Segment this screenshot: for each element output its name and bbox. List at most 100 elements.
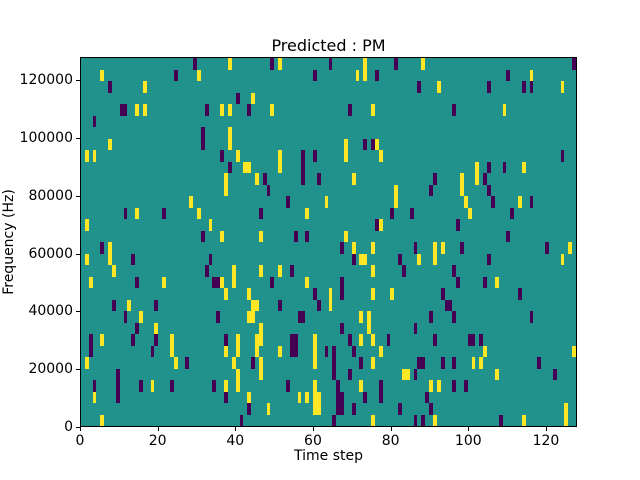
heatmap-cell-max: [258, 368, 263, 380]
heatmap-cell-max: [517, 196, 522, 208]
heatmap-cell-min: [487, 81, 491, 93]
heatmap-cell-max: [84, 219, 89, 231]
heatmap-cell-min: [448, 299, 453, 311]
heatmap-cell-max: [235, 368, 240, 380]
heatmap-cell-max: [394, 196, 399, 208]
heatmap-cell-min: [262, 173, 267, 185]
heatmap-cell-min: [328, 58, 333, 70]
heatmap-cell-max: [108, 253, 112, 265]
heatmap-cell-min: [398, 403, 402, 415]
heatmap-cell-min: [529, 196, 534, 208]
heatmap-cell-min: [92, 380, 97, 392]
heatmap-cell-max: [278, 58, 283, 70]
heatmap-cell-min: [506, 230, 511, 242]
heatmap-cell-max: [247, 161, 252, 173]
heatmap-cell-max: [429, 380, 433, 392]
heatmap-cell-max: [432, 242, 437, 254]
heatmap-cell-max: [405, 368, 410, 380]
y-tick-label: 20000: [28, 361, 73, 378]
heatmap-cell-max: [92, 391, 97, 403]
heatmap-cell-max: [231, 276, 236, 288]
heatmap-cell-min: [456, 219, 460, 231]
heatmap-cell-min: [258, 207, 263, 219]
heatmap-cell-min: [429, 184, 433, 196]
heatmap-cell-min: [293, 334, 298, 346]
heatmap-cell-min: [224, 391, 228, 403]
heatmap-cell-min: [487, 161, 491, 173]
heatmap-cell-max: [278, 345, 283, 357]
heatmap-cell-max: [359, 311, 364, 323]
heatmap-cell-max: [417, 253, 422, 265]
heatmap-cell-max: [355, 69, 360, 81]
heatmap-cell-min: [374, 219, 379, 231]
heatmap-cell-min: [463, 380, 468, 392]
heatmap-cell-max: [471, 357, 476, 369]
heatmap-cell-max: [84, 253, 89, 265]
heatmap-cell-max: [235, 380, 240, 392]
heatmap-cell-min: [301, 173, 306, 185]
heatmap-cell-max: [328, 299, 333, 311]
heatmap-cell-min: [417, 81, 422, 93]
heatmap-cell-max: [328, 288, 333, 300]
heatmap-cell-max: [251, 92, 256, 104]
heatmap-cell-max: [401, 368, 406, 380]
heatmap-cell-min: [115, 380, 120, 392]
heatmap-cell-max: [255, 173, 259, 185]
y-tick-label: 60000: [28, 245, 73, 262]
heatmap-cell-min: [336, 380, 341, 392]
heatmap-cell-max: [560, 81, 565, 93]
heatmap-cell-min: [340, 276, 344, 288]
heatmap-cell-min: [413, 414, 418, 426]
heatmap-cell-min: [521, 81, 526, 93]
heatmap-cell-max: [564, 414, 569, 426]
heatmap-cell-min: [169, 380, 174, 392]
heatmap-cell-max: [572, 345, 576, 357]
y-tick-mark: [76, 427, 80, 428]
heatmap-cell-max: [459, 173, 464, 185]
heatmap-cell-min: [154, 299, 159, 311]
heatmap-cell-min: [123, 104, 128, 116]
heatmap-cell-min: [301, 161, 306, 173]
heatmap-cell-min: [293, 230, 298, 242]
heatmap-cell-min: [332, 345, 337, 357]
heatmap-cell-max: [224, 184, 228, 196]
heatmap-cell-max: [313, 403, 317, 415]
heatmap-cell-max: [108, 138, 112, 150]
heatmap-cell-min: [313, 288, 317, 300]
heatmap-cell-min: [440, 357, 445, 369]
heatmap-cell-min: [251, 357, 256, 369]
heatmap-cell-min: [347, 334, 352, 346]
heatmap-cell-min: [216, 276, 221, 288]
heatmap-cell-max: [297, 391, 302, 403]
heatmap-cell-min: [131, 334, 136, 346]
heatmap-cell-max: [432, 414, 437, 426]
heatmap-cell-max: [560, 253, 565, 265]
heatmap-cell-min: [227, 161, 232, 173]
x-tick-mark: [157, 427, 159, 431]
heatmap-cell-min: [247, 104, 252, 116]
heatmap-cell-max: [100, 69, 105, 81]
x-tick-mark: [545, 427, 547, 431]
heatmap-cell-max: [224, 380, 228, 392]
heatmap-cell-max: [251, 311, 256, 323]
heatmap-cell-min: [467, 334, 472, 346]
heatmap-cell-min: [560, 150, 565, 162]
x-tick-mark: [468, 427, 470, 431]
x-tick-label: 40: [226, 433, 245, 449]
heatmap-cell-min: [324, 345, 329, 357]
heatmap-cell-min: [425, 391, 430, 403]
heatmap-cell-min: [340, 322, 344, 334]
heatmap-cell-min: [150, 345, 155, 357]
heatmap-cell-max: [305, 207, 310, 219]
heatmap-cell-max: [378, 219, 383, 231]
heatmap-cell-max: [270, 104, 275, 116]
heatmap-cell-max: [224, 288, 228, 300]
heatmap-cell-min: [483, 276, 488, 288]
heatmap-cell-max: [92, 150, 97, 162]
heatmap-cell-max: [224, 345, 228, 357]
heatmap-cell-min: [398, 253, 402, 265]
y-tick-mark: [76, 195, 80, 197]
heatmap-cell-min: [200, 230, 205, 242]
heatmap-cell-min: [135, 276, 139, 288]
heatmap-cell-min: [220, 150, 225, 162]
